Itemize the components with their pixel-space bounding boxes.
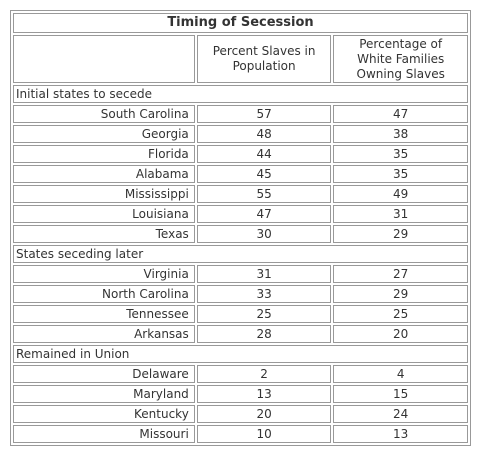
value-cell: 31 [333, 205, 468, 223]
value-cell: 35 [333, 145, 468, 163]
state-name: South Carolina [13, 105, 195, 123]
value-cell: 2 [196, 365, 332, 383]
value-cell: 47 [333, 105, 468, 123]
column-header: Percentage of White Families Owning Slav… [333, 35, 468, 83]
header-row: Percent Slaves in Population Percentage … [13, 35, 468, 83]
value-cell: 45 [196, 165, 332, 183]
state-name: Mississippi [13, 185, 195, 203]
value-cell: 10 [196, 425, 332, 443]
value-cell: 27 [333, 265, 468, 283]
value-cell: 44 [196, 145, 332, 163]
value-cell: 15 [333, 385, 468, 403]
group-label: States seceding later [13, 245, 468, 263]
value-cell: 4 [333, 365, 468, 383]
data-row: Arkansas 28 20 [13, 325, 468, 343]
group-row: Initial states to secede [13, 85, 468, 103]
state-name: North Carolina [13, 285, 195, 303]
data-row: Louisiana 47 31 [13, 205, 468, 223]
value-cell: 24 [333, 405, 468, 423]
state-name: Louisiana [13, 205, 195, 223]
value-cell: 31 [196, 265, 332, 283]
data-row: South Carolina 57 47 [13, 105, 468, 123]
value-cell: 55 [196, 185, 332, 203]
state-name: Maryland [13, 385, 195, 403]
state-name: Kentucky [13, 405, 195, 423]
state-name: Tennessee [13, 305, 195, 323]
state-name: Alabama [13, 165, 195, 183]
value-cell: 48 [196, 125, 332, 143]
value-cell: 49 [333, 185, 468, 203]
value-cell: 20 [333, 325, 468, 343]
header-blank [13, 35, 195, 83]
title-row: Timing of Secession [13, 13, 468, 33]
value-cell: 33 [196, 285, 332, 303]
value-cell: 13 [196, 385, 332, 403]
value-cell: 13 [333, 425, 468, 443]
value-cell: 28 [196, 325, 332, 343]
data-row: Maryland 13 15 [13, 385, 468, 403]
data-row: Georgia 48 38 [13, 125, 468, 143]
value-cell: 35 [333, 165, 468, 183]
value-cell: 47 [196, 205, 332, 223]
data-row: Florida 44 35 [13, 145, 468, 163]
data-row: Mississippi 55 49 [13, 185, 468, 203]
column-header-text: Percent Slaves in Population [212, 44, 316, 73]
table-title: Timing of Secession [13, 13, 468, 33]
value-cell: 20 [196, 405, 332, 423]
value-cell: 25 [333, 305, 468, 323]
state-name: Virginia [13, 265, 195, 283]
column-header-text: Percentage of White Families Owning Slav… [356, 36, 445, 81]
data-row: Delaware 2 4 [13, 365, 468, 383]
state-name: Delaware [13, 365, 195, 383]
value-cell: 38 [333, 125, 468, 143]
state-name: Arkansas [13, 325, 195, 343]
data-row: Texas 30 29 [13, 225, 468, 243]
data-row: Tennessee 25 25 [13, 305, 468, 323]
group-label: Initial states to secede [13, 85, 468, 103]
data-row: Kentucky 20 24 [13, 405, 468, 423]
state-name: Texas [13, 225, 195, 243]
group-row: Remained in Union [13, 345, 468, 363]
value-cell: 25 [196, 305, 332, 323]
data-row: Virginia 31 27 [13, 265, 468, 283]
data-row: North Carolina 33 29 [13, 285, 468, 303]
group-row: States seceding later [13, 245, 468, 263]
secession-table: Timing of Secession Percent Slaves in Po… [10, 10, 471, 446]
state-name: Florida [13, 145, 195, 163]
state-name: Georgia [13, 125, 195, 143]
value-cell: 29 [333, 225, 468, 243]
data-row: Alabama 45 35 [13, 165, 468, 183]
table-body: Timing of Secession Percent Slaves in Po… [13, 13, 468, 443]
data-row: Missouri 10 13 [13, 425, 468, 443]
state-name: Missouri [13, 425, 195, 443]
value-cell: 29 [333, 285, 468, 303]
group-label: Remained in Union [13, 345, 468, 363]
column-header: Percent Slaves in Population [196, 35, 332, 83]
value-cell: 57 [196, 105, 332, 123]
value-cell: 30 [196, 225, 332, 243]
